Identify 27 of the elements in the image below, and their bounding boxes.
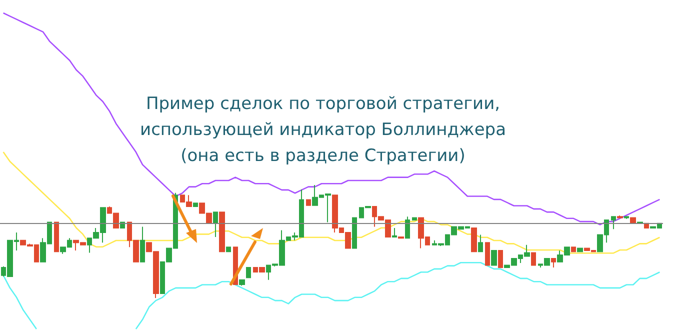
candlestick <box>617 215 623 218</box>
candlestick <box>246 266 251 278</box>
candlestick <box>213 212 218 238</box>
candlestick <box>412 217 417 221</box>
chart-title: Пример сделок по торговой стратегии, использующей индикатор Боллинджера (она есть в разделе Стратегии) <box>140 94 506 166</box>
candlestick <box>239 279 245 286</box>
candlestick <box>193 202 198 207</box>
candlestick <box>624 216 629 220</box>
candlestick <box>577 248 583 252</box>
candlestick <box>405 216 410 239</box>
candlestick <box>531 252 536 266</box>
candlestick <box>471 227 477 252</box>
candlestick <box>140 226 145 262</box>
candlestick <box>219 212 225 252</box>
candlestick <box>571 246 576 252</box>
candlestick <box>398 236 404 239</box>
candlestick <box>485 242 490 266</box>
candlestick <box>551 258 556 268</box>
candlestick <box>478 234 483 252</box>
candlestick <box>392 227 397 238</box>
candlestick <box>306 199 311 206</box>
candlestick <box>352 217 357 249</box>
candlestick <box>226 246 231 252</box>
candlestick <box>491 250 497 266</box>
candlestick <box>611 216 616 230</box>
candlestick <box>54 222 59 252</box>
candlestick <box>498 250 503 268</box>
